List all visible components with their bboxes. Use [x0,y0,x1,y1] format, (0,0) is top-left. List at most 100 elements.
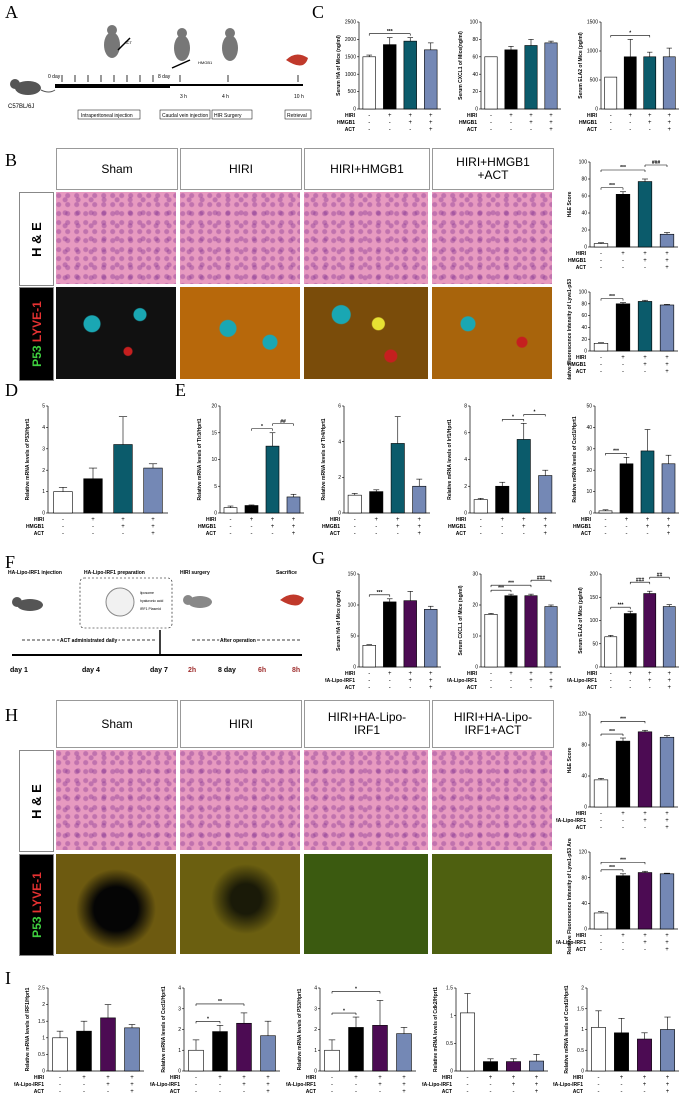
significance-label: *** [613,449,619,455]
treatment-sign: - [610,671,612,677]
b-if-hmgb1-image [304,287,428,379]
y-tick-label: 10 [472,634,478,640]
treatment-row-label: HIRI [170,1075,181,1081]
treatment-sign: + [643,818,647,824]
treatment-row-label: HIRI [573,1075,584,1081]
treatment-row-label: ACT [576,265,586,271]
y-tick-label: 40 [472,72,478,78]
f-tick-day1: day 1 [10,667,28,674]
treatment-sign: - [92,531,94,537]
treatment-sign: + [667,120,671,126]
treatment-sign: + [667,113,671,119]
treatment-sign: - [230,531,232,537]
f-timeline [12,654,302,656]
treatment-sign: + [151,524,155,530]
treatment-sign: - [605,524,607,530]
panel-letter-b: B [5,150,18,170]
treatment-sign: + [529,113,533,119]
treatment-sign: - [331,1075,333,1081]
treatment-sign: + [665,362,669,368]
h-row-if: P53 LYVE-1 [19,854,54,956]
y-tick-label: 40 [581,774,587,780]
treatment-sign: + [417,517,421,523]
treatment-row-label: ACT [467,127,477,133]
f-liver-icon [280,594,304,606]
y-tick-label: 0 [581,1069,584,1075]
box-caudal-vein: Caudal vein injection [162,113,208,119]
treatment-sign: + [529,671,533,677]
y-tick-label: 120 [579,850,588,856]
chart-i1: 0 0.5 1 1.5 2 2.5 Relative mRNA levels of IRF1… [14,986,144,1095]
y-tick-label: 80 [581,301,587,307]
panel-letter-i: I [5,968,11,988]
chart-e1: 0 5 10 15 20 Relative mRNA levels of Tlr3/Hpr… [197,404,304,537]
treatment-row-label: HIRI [467,671,478,677]
y-tick-label: 20 [581,337,587,343]
treatment-sign: - [621,1082,623,1088]
treatment-row-label: HIRI [587,671,598,677]
bar [598,510,613,514]
treatment-sign: + [151,517,155,523]
treatment-sign: + [643,933,647,939]
treatment-sign: - [368,113,370,119]
treatment-sign: - [610,113,612,119]
y-tick-label: 0 [589,511,592,517]
treatment-row-label: ACT [573,1089,583,1095]
treatment-sign: - [490,671,492,677]
treatment-sign: + [429,685,433,691]
bar [643,593,657,668]
treatment-sign: - [501,524,503,530]
h-if-irf1-image [304,854,428,954]
treatment-sign: + [646,517,650,523]
box-retrieval: Retrieval [287,113,307,119]
timeline-bar-2 [160,84,303,86]
bar [593,912,609,930]
y-axis-label: Relative mRNA levels of P53/Hprt1 [297,988,303,1070]
treatment-sign: + [429,113,433,119]
tick-10h: 10 h [294,94,304,100]
significance-label: *** [609,865,615,871]
y-tick-label: 0 [353,107,356,113]
bar [504,49,518,110]
significance-label: * [629,31,631,37]
treatment-sign: + [665,251,669,257]
h-row-he: H & E [19,750,54,852]
tick-3h: 3 h [180,94,187,100]
bar [529,1060,544,1072]
y-tick-label: 50 [586,404,592,410]
treatment-sign: - [480,524,482,530]
treatment-sign: + [266,1075,270,1081]
treatment-sign: - [59,1082,61,1088]
f-arrow-act: ACT administrated daily [60,638,117,644]
treatment-sign: + [667,678,671,684]
treatment-row-label: HIRI [330,517,341,523]
bar [403,40,417,110]
treatment-sign: + [378,1075,382,1081]
treatment-row-label: HMGB1 [568,258,586,264]
y-axis-label: Serum HA of Mice (ng/ml) [336,590,342,651]
bar [640,450,655,514]
treatment-sign: + [535,1082,539,1088]
treatment-sign: + [543,517,547,523]
treatment-sign: + [643,258,647,264]
treatment-sign: - [389,127,391,133]
treatment-sign: - [272,531,274,537]
bar [100,1017,116,1072]
panel-letter-d: D [5,380,18,400]
treatment-sign: - [629,685,631,691]
h-header-sham: Sham [56,700,178,748]
treatment-sign: - [622,825,624,831]
y-tick-label: 2 [178,1027,181,1033]
treatment-sign: - [195,1089,197,1095]
bar [76,1030,92,1072]
treatment-row-label: ACT [345,685,355,691]
y-tick-label: 0 [584,349,587,355]
y-tick-label: 10 [211,457,217,463]
strain-label: C57BL/6J [8,104,34,110]
bar [495,485,510,514]
significance-label: * [534,410,536,416]
y-tick-label: 2 [42,468,45,474]
treatment-row-label: ACT [467,685,477,691]
treatment-sign: + [666,1089,670,1095]
treatment-sign: + [388,671,392,677]
